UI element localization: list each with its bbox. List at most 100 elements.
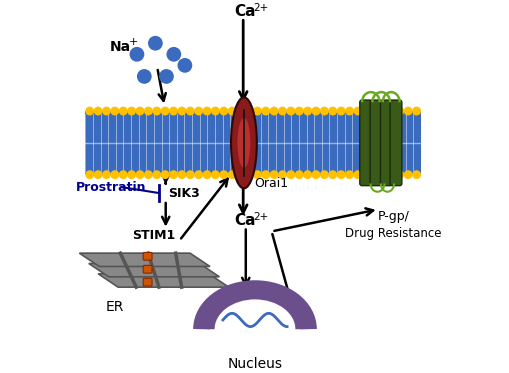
Text: Ca: Ca <box>234 213 256 228</box>
Circle shape <box>244 107 253 116</box>
Circle shape <box>411 170 420 179</box>
Circle shape <box>152 170 161 179</box>
Circle shape <box>211 170 219 179</box>
Circle shape <box>135 170 144 179</box>
Circle shape <box>386 107 395 116</box>
Circle shape <box>386 170 395 179</box>
Circle shape <box>119 170 127 179</box>
Text: 2+: 2+ <box>252 212 268 222</box>
Circle shape <box>202 107 211 116</box>
Circle shape <box>294 107 303 116</box>
Circle shape <box>261 107 270 116</box>
Circle shape <box>411 107 420 116</box>
Polygon shape <box>79 253 210 266</box>
Circle shape <box>177 107 186 116</box>
Circle shape <box>85 107 94 116</box>
Circle shape <box>102 107 110 116</box>
Circle shape <box>148 36 162 51</box>
Circle shape <box>219 107 228 116</box>
Circle shape <box>127 170 136 179</box>
Text: Prostratin: Prostratin <box>76 181 146 194</box>
Circle shape <box>202 170 211 179</box>
Circle shape <box>394 107 404 116</box>
Circle shape <box>319 107 328 116</box>
FancyBboxPatch shape <box>143 265 152 273</box>
Circle shape <box>294 170 303 179</box>
Circle shape <box>269 107 278 116</box>
Text: SIK3: SIK3 <box>168 187 200 200</box>
FancyBboxPatch shape <box>389 100 401 186</box>
Polygon shape <box>98 274 229 287</box>
Circle shape <box>370 107 378 116</box>
Circle shape <box>85 170 94 179</box>
Circle shape <box>252 170 261 179</box>
Ellipse shape <box>237 118 250 168</box>
FancyBboxPatch shape <box>370 100 381 186</box>
Circle shape <box>286 107 295 116</box>
Circle shape <box>119 107 127 116</box>
Circle shape <box>336 170 345 179</box>
Circle shape <box>303 107 312 116</box>
Circle shape <box>261 170 270 179</box>
Circle shape <box>286 170 295 179</box>
Circle shape <box>177 170 186 179</box>
Circle shape <box>353 170 362 179</box>
Circle shape <box>94 170 102 179</box>
Circle shape <box>185 107 194 116</box>
Circle shape <box>378 107 387 116</box>
Text: Drug Resistance: Drug Resistance <box>345 227 441 240</box>
Circle shape <box>345 107 353 116</box>
Circle shape <box>228 107 236 116</box>
Circle shape <box>236 170 244 179</box>
Circle shape <box>160 107 169 116</box>
Circle shape <box>110 170 119 179</box>
Circle shape <box>160 170 169 179</box>
Text: P-gp/: P-gp/ <box>377 210 409 223</box>
Circle shape <box>185 170 194 179</box>
Circle shape <box>336 107 345 116</box>
Circle shape <box>236 107 244 116</box>
Circle shape <box>169 170 178 179</box>
Circle shape <box>252 107 261 116</box>
Circle shape <box>166 47 181 62</box>
Text: Orai1: Orai1 <box>253 177 288 190</box>
Circle shape <box>353 107 362 116</box>
Text: Nucleus: Nucleus <box>227 357 282 370</box>
Circle shape <box>311 170 320 179</box>
Circle shape <box>159 69 174 84</box>
Circle shape <box>328 107 336 116</box>
FancyBboxPatch shape <box>143 278 152 286</box>
Circle shape <box>228 170 236 179</box>
Circle shape <box>328 170 336 179</box>
Circle shape <box>394 170 404 179</box>
Polygon shape <box>89 263 219 277</box>
FancyBboxPatch shape <box>143 253 152 260</box>
Circle shape <box>269 170 278 179</box>
Text: Ca: Ca <box>234 4 256 19</box>
Circle shape <box>277 107 287 116</box>
Circle shape <box>244 170 253 179</box>
Circle shape <box>361 107 370 116</box>
Circle shape <box>94 107 102 116</box>
Text: +: + <box>129 37 138 47</box>
Ellipse shape <box>231 97 257 188</box>
Circle shape <box>211 107 219 116</box>
Circle shape <box>219 170 228 179</box>
Circle shape <box>345 170 353 179</box>
Circle shape <box>136 69 151 84</box>
Text: Na: Na <box>109 40 130 54</box>
Circle shape <box>361 170 370 179</box>
FancyBboxPatch shape <box>359 100 371 186</box>
FancyBboxPatch shape <box>380 100 391 186</box>
Circle shape <box>144 170 153 179</box>
Circle shape <box>177 58 192 73</box>
Text: ER: ER <box>105 300 124 314</box>
Text: 2+: 2+ <box>252 3 268 13</box>
Circle shape <box>144 107 153 116</box>
Circle shape <box>194 107 203 116</box>
Circle shape <box>194 170 203 179</box>
Circle shape <box>277 170 287 179</box>
Circle shape <box>303 170 312 179</box>
Circle shape <box>102 170 110 179</box>
Circle shape <box>110 107 119 116</box>
